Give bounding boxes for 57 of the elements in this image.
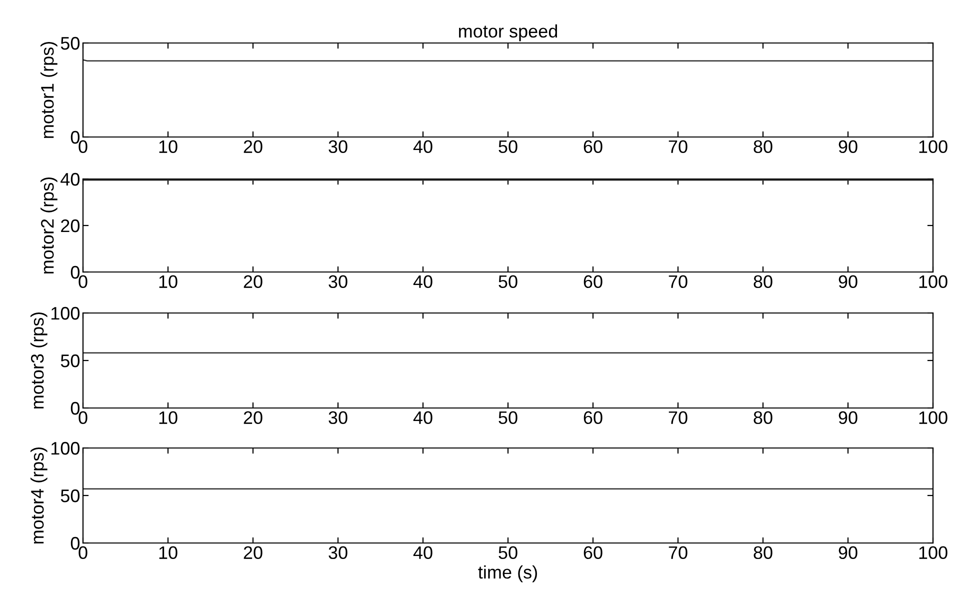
- y-tick-label: 0: [70, 402, 80, 415]
- x-tick-label: 80: [754, 140, 772, 154]
- x-tick-label: 10: [159, 275, 178, 288]
- y-tick-label: 100: [51, 442, 80, 455]
- y-axis-title: motor3 (rps): [30, 312, 48, 408]
- x-tick-label: 80: [754, 546, 772, 560]
- x-tick-label: 10: [159, 140, 178, 154]
- x-tick-label: 30: [328, 546, 348, 560]
- x-tick-label: 60: [584, 275, 602, 288]
- x-tick-label: 80: [754, 411, 772, 424]
- x-tick-label: 100: [919, 275, 948, 288]
- y-tick-label: 0: [70, 130, 80, 144]
- x-tick-label: 100: [919, 411, 948, 424]
- chart-title: motor speed: [459, 24, 558, 42]
- x-tick-label: 70: [668, 546, 688, 560]
- x-tick-label: 50: [498, 546, 518, 560]
- x-tick-label: 50: [498, 411, 518, 424]
- x-tick-label: 20: [244, 546, 262, 560]
- x-tick-label: 40: [413, 411, 432, 424]
- y-axis-title: motor4 (rps): [30, 447, 48, 544]
- x-tick-label: 10: [159, 411, 178, 424]
- x-tick-label: 70: [668, 275, 688, 288]
- x-tick-label: 80: [754, 275, 772, 288]
- x-tick-label: 10: [159, 546, 178, 560]
- y-tick-label: 100: [51, 306, 80, 320]
- x-tick-label: 50: [498, 275, 518, 288]
- x-tick-label: 20: [244, 140, 262, 154]
- x-tick-label: 90: [838, 411, 858, 424]
- x-tick-label: 70: [668, 140, 688, 154]
- x-tick-label: 20: [244, 411, 262, 424]
- x-tick-label: 30: [328, 275, 348, 288]
- x-tick-label: 100: [919, 546, 948, 560]
- x-tick-label: 40: [413, 275, 432, 288]
- x-tick-label: 30: [328, 411, 348, 424]
- x-tick-label: 60: [584, 140, 602, 154]
- x-tick-label: 100: [919, 140, 948, 154]
- x-tick-label: 70: [668, 411, 688, 424]
- x-tick-label: 50: [498, 140, 518, 154]
- x-tick-label: 20: [244, 275, 262, 288]
- y-tick-label: 50: [60, 489, 80, 502]
- y-axis-title: motor1 (rps): [40, 42, 58, 138]
- x-axis-title: time (s): [478, 565, 537, 582]
- y-tick-label: 0: [70, 266, 80, 279]
- x-tick-label: 60: [584, 546, 602, 560]
- y-tick-label: 0: [70, 536, 80, 550]
- y-tick-label: 20: [61, 219, 80, 232]
- y-tick-label: 40: [60, 172, 80, 186]
- x-tick-label: 30: [328, 140, 348, 154]
- x-tick-label: 60: [584, 411, 602, 424]
- x-tick-label: 90: [838, 275, 858, 288]
- x-tick-label: 40: [413, 546, 432, 560]
- y-axis-title: motor2 (rps): [40, 177, 58, 274]
- x-tick-label: 90: [838, 546, 858, 560]
- x-tick-label: 90: [838, 140, 858, 154]
- y-tick-label: 50: [60, 354, 80, 368]
- x-tick-label: 40: [413, 140, 432, 154]
- y-tick-label: 50: [60, 36, 80, 50]
